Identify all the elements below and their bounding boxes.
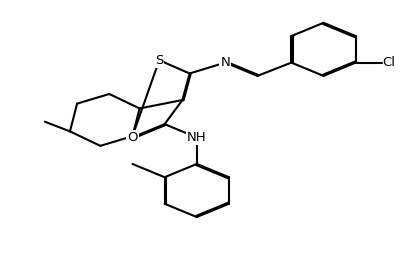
Text: N: N	[220, 56, 230, 69]
Text: O: O	[127, 131, 138, 144]
Text: S: S	[155, 54, 164, 67]
Text: NH: NH	[187, 131, 206, 144]
Text: Cl: Cl	[382, 56, 396, 69]
